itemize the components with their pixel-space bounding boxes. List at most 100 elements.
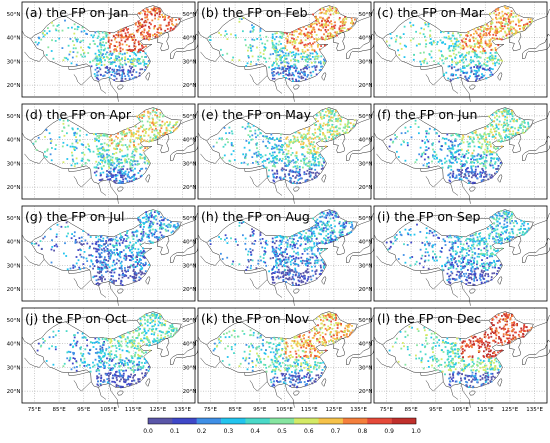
station-dot	[342, 126, 345, 129]
station-dot	[75, 262, 78, 265]
station-dot	[497, 165, 500, 167]
station-dot	[321, 223, 323, 226]
station-dot	[142, 9, 145, 12]
station-dot	[486, 29, 488, 32]
station-dot	[311, 28, 314, 31]
station-dot	[350, 221, 353, 224]
station-dot	[149, 140, 151, 142]
station-dot	[166, 121, 168, 123]
station-dot	[73, 134, 76, 137]
station-dot	[308, 58, 311, 60]
station-dot	[473, 161, 476, 164]
station-dot	[139, 68, 142, 71]
station-dot	[249, 63, 252, 66]
station-dot	[340, 119, 342, 121]
station-dot	[314, 58, 317, 60]
station-dot	[479, 32, 482, 35]
station-dot	[308, 175, 311, 178]
station-dot	[161, 14, 163, 16]
station-dot	[130, 246, 133, 248]
station-dot	[160, 226, 163, 229]
station-dot	[129, 241, 132, 244]
station-dot	[507, 110, 510, 112]
station-dot	[268, 169, 270, 172]
station-dot	[512, 20, 515, 23]
station-dot	[68, 53, 71, 56]
station-dot	[148, 59, 150, 62]
station-dot	[291, 77, 294, 80]
station-dot	[149, 220, 152, 223]
station-dot	[242, 17, 245, 19]
station-dot	[136, 234, 138, 237]
station-dot	[134, 146, 137, 148]
station-dot	[302, 141, 305, 144]
station-dot	[271, 41, 274, 44]
station-dot	[140, 32, 142, 34]
station-dot	[119, 47, 122, 49]
station-dot	[329, 240, 332, 243]
station-dot	[333, 229, 335, 232]
station-dot	[342, 225, 345, 227]
station-dot	[209, 39, 212, 41]
station-dot	[142, 124, 145, 127]
station-dot	[50, 140, 53, 142]
station-dot	[423, 59, 426, 62]
station-dot	[279, 136, 282, 139]
station-dot	[510, 30, 513, 32]
station-dot	[301, 146, 304, 148]
station-dot	[132, 266, 135, 269]
station-dot	[301, 262, 304, 265]
station-dot	[286, 61, 288, 64]
station-dot	[144, 56, 146, 58]
station-dot	[272, 68, 274, 70]
station-dot	[136, 256, 138, 258]
station-dot	[329, 133, 332, 136]
station-dot	[161, 115, 164, 118]
station-dot	[119, 170, 121, 172]
station-dot	[491, 124, 493, 126]
station-dot	[111, 141, 114, 144]
station-dot	[441, 137, 444, 139]
station-dot	[87, 233, 90, 236]
station-dot	[489, 74, 492, 76]
station-dot	[341, 20, 344, 23]
station-dot	[140, 231, 143, 233]
station-dot	[96, 250, 99, 253]
station-dot	[301, 58, 304, 61]
station-dot	[313, 164, 316, 167]
station-dot	[112, 261, 115, 264]
station-dot	[510, 13, 513, 15]
station-dot	[46, 149, 49, 152]
station-dot	[318, 226, 321, 229]
station-dot	[351, 19, 353, 22]
station-dot	[153, 25, 156, 28]
station-dot	[460, 155, 463, 158]
station-dot	[271, 37, 274, 40]
station-dot	[80, 143, 83, 146]
station-dot	[425, 146, 428, 148]
station-dot	[155, 136, 157, 138]
station-dot	[318, 154, 320, 157]
station-dot	[142, 221, 145, 224]
station-dot	[303, 159, 306, 162]
station-dot	[483, 162, 486, 164]
border-line	[21, 30, 31, 39]
station-dot	[322, 229, 325, 232]
station-dot	[150, 212, 152, 214]
station-dot	[306, 262, 309, 264]
station-dot	[95, 174, 98, 177]
station-dot	[142, 60, 144, 63]
station-dot	[116, 45, 119, 48]
station-dot	[243, 161, 246, 164]
station-dot	[298, 132, 301, 134]
station-dot	[89, 265, 92, 268]
station-dot	[308, 31, 311, 34]
station-dot	[251, 24, 253, 27]
station-dot	[326, 123, 329, 126]
station-dot	[79, 268, 81, 271]
station-dot	[74, 146, 77, 149]
station-dot	[115, 244, 118, 246]
station-dot	[308, 129, 310, 132]
station-dot	[138, 279, 141, 281]
station-dot	[299, 72, 301, 75]
